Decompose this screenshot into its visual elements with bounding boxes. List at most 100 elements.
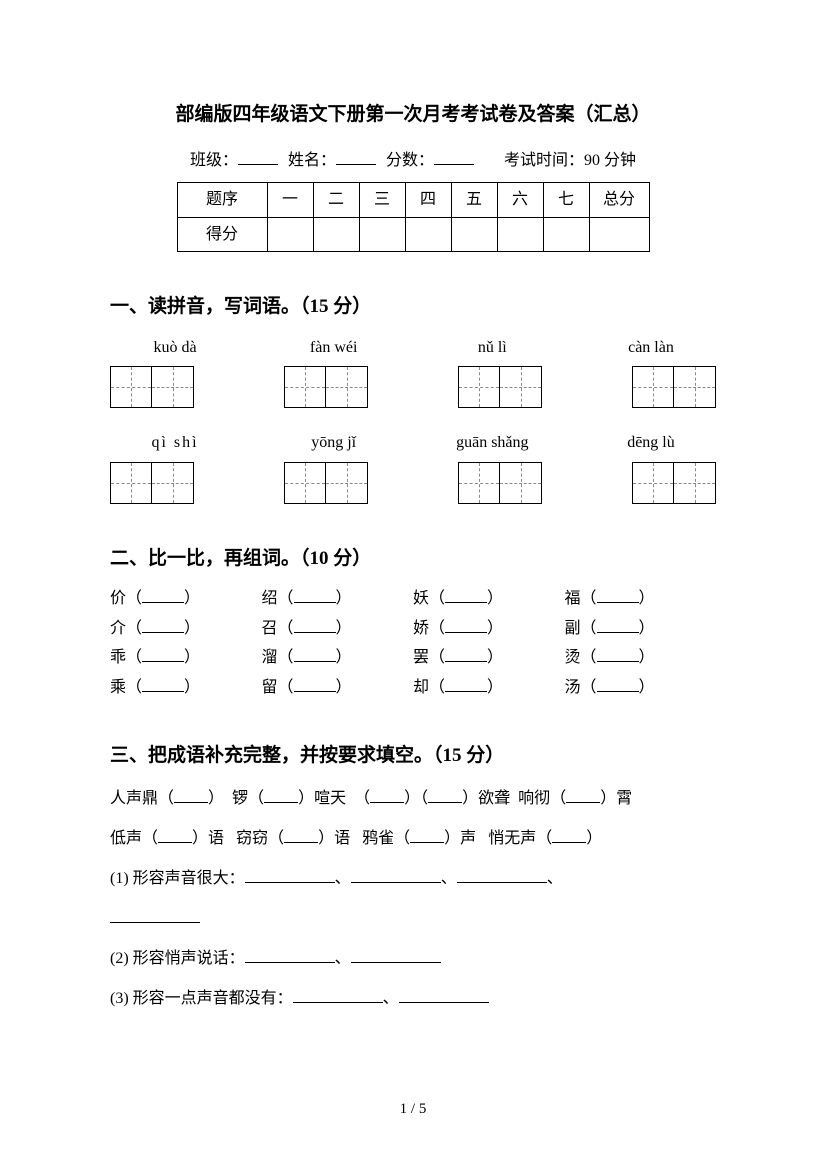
section-2-heading: 二、比一比，再组词。（10 分） [110,544,716,574]
char: 留 [262,679,278,696]
answer-blank[interactable] [445,632,487,633]
answer-blank[interactable] [445,691,487,692]
sub-question-1-cont [110,903,716,935]
answer-blank[interactable] [445,661,487,662]
char: 绍 [262,590,278,607]
time-label: 考试时间：90 分钟 [504,152,636,169]
section-3-heading: 三、把成语补充完整，并按要求填空。（15 分） [110,741,716,771]
answer-blank[interactable] [142,632,184,633]
doc-title: 部编版四年级语文下册第一次月考考试卷及答案（汇总） [110,100,716,130]
answer-blank[interactable] [597,602,639,603]
answer-blank[interactable] [399,1002,489,1003]
table-row: 得分 [177,217,649,252]
char: 妖 [413,590,429,607]
sub-question-2: (2) 形容悄声说话：、 [110,943,716,975]
idiom-line-2: 低声（）语 窃窃（）语 鸦雀（）声 悄无声（） [110,823,716,855]
char: 却 [413,679,429,696]
col-7: 七 [543,182,589,217]
sub-question-1: (1) 形容声音很大：、、、 [110,863,716,895]
char-box-pair[interactable] [110,366,194,408]
meta-row: 班级： 姓名： 分数： 考试时间：90 分钟 [110,148,716,174]
score-cell[interactable] [497,217,543,252]
char: 罢 [413,649,429,666]
answer-blank[interactable] [294,602,336,603]
answer-blank[interactable] [293,1002,383,1003]
char-box-pair[interactable] [110,462,194,504]
char-box-pair[interactable] [284,462,368,504]
answer-blank[interactable] [158,842,192,843]
answer-blank[interactable] [428,802,462,803]
pinyin-label: qì shì [110,430,240,456]
score-blank[interactable] [434,164,474,165]
char: 汤 [565,679,581,696]
answer-blank[interactable] [552,842,586,843]
pinyin-label: guān shǎng [427,430,557,456]
answer-blank[interactable] [597,632,639,633]
pinyin-label: càn làn [586,335,716,361]
compare-row: 乖（） 溜（） 罢（） 烫（） [110,645,716,671]
pinyin-row: qì shì yōng jǐ guān shǎng dēng lù [110,430,716,456]
answer-blank[interactable] [410,842,444,843]
answer-blank[interactable] [294,632,336,633]
char: 娇 [413,620,429,637]
char-box-pair[interactable] [284,366,368,408]
row-header: 得分 [177,217,267,252]
score-cell[interactable] [405,217,451,252]
answer-blank[interactable] [110,922,200,923]
answer-blank[interactable] [351,962,441,963]
score-cell[interactable] [589,217,649,252]
answer-blank[interactable] [245,882,335,883]
answer-blank[interactable] [142,691,184,692]
char: 价 [110,590,126,607]
answer-blank[interactable] [597,661,639,662]
answer-blank[interactable] [284,842,318,843]
col-3: 三 [359,182,405,217]
compare-row: 乘（） 留（） 却（） 汤（） [110,675,716,701]
answer-blank[interactable] [457,882,547,883]
answer-blank[interactable] [370,802,404,803]
answer-blank[interactable] [245,962,335,963]
col-1: 一 [267,182,313,217]
score-cell[interactable] [267,217,313,252]
pinyin-row: kuò dà fàn wéi nǔ lì càn làn [110,335,716,361]
class-blank[interactable] [238,164,278,165]
char: 溜 [262,649,278,666]
col-total: 总分 [589,182,649,217]
pinyin-label: yōng jǐ [269,430,399,456]
score-label: 分数： [386,152,434,169]
answer-blank[interactable] [597,691,639,692]
char-box-pair[interactable] [458,462,542,504]
name-label: 姓名： [288,152,336,169]
row-header: 题序 [177,182,267,217]
char-box-pair[interactable] [632,462,716,504]
col-4: 四 [405,182,451,217]
answer-blank[interactable] [174,802,208,803]
char: 乘 [110,679,126,696]
table-row: 题序 一 二 三 四 五 六 七 总分 [177,182,649,217]
score-cell[interactable] [543,217,589,252]
char-box-pair[interactable] [458,366,542,408]
answer-blank[interactable] [142,661,184,662]
score-table: 题序 一 二 三 四 五 六 七 总分 得分 [177,182,650,252]
answer-blank[interactable] [351,882,441,883]
pinyin-label: dēng lù [586,430,716,456]
pinyin-label: fàn wéi [269,335,399,361]
section-1-heading: 一、读拼音，写词语。（15 分） [110,292,716,322]
class-label: 班级： [190,152,238,169]
char-box-row [110,366,716,408]
answer-blank[interactable] [294,691,336,692]
name-blank[interactable] [336,164,376,165]
pinyin-label: nǔ lì [427,335,557,361]
score-cell[interactable] [451,217,497,252]
answer-blank[interactable] [445,602,487,603]
char: 介 [110,620,126,637]
score-cell[interactable] [359,217,405,252]
char: 乖 [110,649,126,666]
score-cell[interactable] [313,217,359,252]
answer-blank[interactable] [264,802,298,803]
answer-blank[interactable] [566,802,600,803]
answer-blank[interactable] [294,661,336,662]
answer-blank[interactable] [142,602,184,603]
compare-row: 介（） 召（） 娇（） 副（） [110,616,716,642]
char-box-pair[interactable] [632,366,716,408]
